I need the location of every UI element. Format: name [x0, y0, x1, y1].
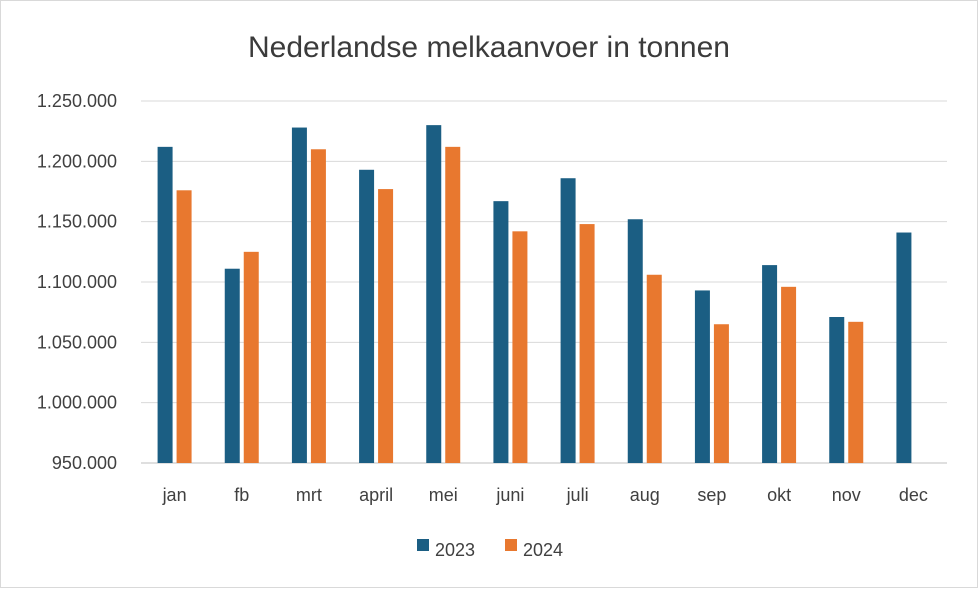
legend-label-2024: 2024 — [523, 540, 563, 560]
bar-2023-mrt — [291, 127, 307, 464]
bar-2024-april — [378, 189, 394, 463]
bar-2024-jan — [176, 190, 192, 463]
bar-2024-fb — [243, 251, 259, 463]
y-tick-label: 1.150.000 — [37, 212, 117, 232]
bars — [157, 125, 912, 464]
legend-swatch-2024 — [505, 539, 517, 551]
bar-2024-aug — [646, 274, 662, 463]
x-category-label: aug — [630, 485, 660, 505]
bar-2024-nov — [848, 321, 864, 463]
bar-2023-april — [359, 169, 375, 463]
y-tick-label: 1.250.000 — [37, 91, 117, 111]
bar-2023-okt — [762, 265, 778, 463]
bar-2023-juni — [493, 201, 509, 464]
x-category-label: fb — [234, 485, 249, 505]
x-category-label: april — [359, 485, 393, 505]
legend-label-2023: 2023 — [435, 540, 475, 560]
bar-2023-sep — [694, 290, 710, 463]
x-category-label: mrt — [296, 485, 322, 505]
bar-2024-juni — [512, 231, 528, 463]
y-axis-ticks: 950.000 1.000.000 1.050.000 1.100.000 1.150.… — [37, 91, 117, 473]
bar-2023-dec — [896, 232, 912, 463]
bar-2024-mrt — [310, 149, 326, 463]
legend: 2023 2024 — [417, 539, 563, 560]
x-category-label: okt — [767, 485, 791, 505]
x-category-label: dec — [899, 485, 928, 505]
x-category-label: mei — [429, 485, 458, 505]
bar-2024-okt — [781, 286, 797, 463]
chart-title: Nederlandse melkaanvoer in tonnen — [248, 31, 730, 64]
y-tick-label: 1.100.000 — [37, 272, 117, 292]
y-tick-label: 1.000.000 — [37, 393, 117, 413]
bar-2023-juli — [560, 178, 576, 463]
bar-2023-mei — [426, 125, 442, 463]
bar-2023-aug — [627, 219, 643, 463]
x-category-label: juli — [566, 485, 589, 505]
bar-2023-jan — [157, 146, 173, 463]
bar-2023-fb — [224, 268, 240, 463]
legend-swatch-2023 — [417, 539, 429, 551]
x-category-label: nov — [832, 485, 861, 505]
bar-2024-sep — [713, 324, 729, 463]
bar-2024-juli — [579, 224, 595, 463]
y-tick-label: 1.200.000 — [37, 151, 117, 171]
y-tick-label: 1.050.000 — [37, 332, 117, 352]
x-category-label: jan — [162, 485, 187, 505]
x-category-label: juni — [495, 485, 524, 505]
bar-2024-mei — [445, 146, 461, 463]
x-category-label: sep — [697, 485, 726, 505]
y-tick-label: 950.000 — [52, 453, 117, 473]
gridlines — [141, 100, 947, 464]
bar-2023-nov — [829, 316, 845, 463]
x-axis-categories: jan fb mrt april mei juni juli aug sep okt nov dec — [162, 485, 928, 505]
